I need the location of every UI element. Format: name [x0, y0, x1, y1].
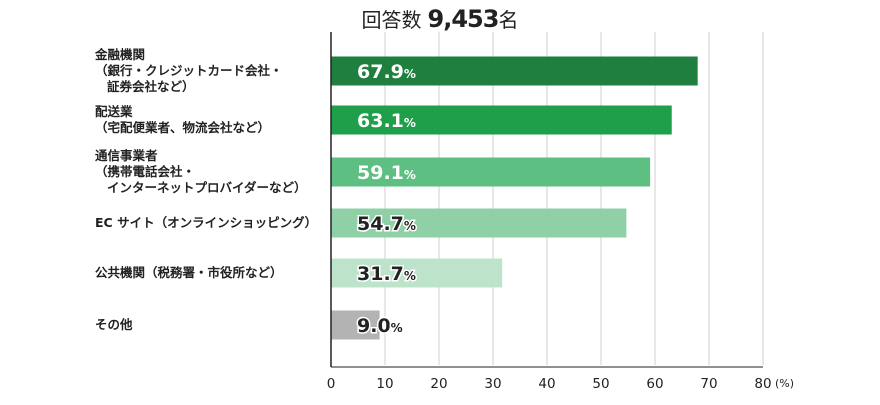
x-axis-unit: (%) — [775, 377, 794, 390]
bar-value-label-2: 63.1% — [357, 110, 416, 132]
bar-value-label-1: 67.9% — [357, 61, 416, 83]
x-tick-label-30: 30 — [484, 376, 501, 392]
x-tick-label-0: 0 — [327, 376, 336, 392]
x-tick-label-20: 20 — [430, 376, 447, 392]
x-tick-label-40: 40 — [538, 376, 555, 392]
category-label-6: その他 — [95, 317, 133, 332]
bar-5 — [331, 258, 503, 288]
category-label-5: 公共機関（税務署・市役所など） — [95, 265, 283, 280]
x-tick-label-50: 50 — [592, 376, 609, 392]
bar-1 — [331, 56, 698, 86]
x-tick-label-60: 60 — [646, 376, 663, 392]
bar-value-label-5: 31.7% — [357, 263, 416, 285]
x-tick-label-70: 70 — [700, 376, 717, 392]
x-tick-label-10: 10 — [376, 376, 393, 392]
bar-value-label-3: 59.1% — [357, 162, 416, 184]
bar-3 — [331, 157, 651, 187]
category-label-3: 通信事業者（携帯電話会社・インターネットプロバイダーなど） — [95, 148, 307, 195]
x-tick-label-80: 80 — [754, 376, 771, 392]
bar-value-label-4: 54.7% — [357, 213, 416, 235]
bar-2 — [331, 105, 672, 135]
category-label-1: 金融機関（銀行・クレジットカード会社・証券会社など） — [94, 47, 283, 94]
bar-6 — [331, 310, 380, 340]
bar-value-label-6: 9.0% — [357, 315, 403, 337]
bar-4 — [331, 208, 627, 238]
category-label-2: 配送業（宅配便業者、物流会社など） — [95, 104, 270, 135]
category-label-4: EC サイト（オンラインショッピング） — [95, 215, 317, 230]
